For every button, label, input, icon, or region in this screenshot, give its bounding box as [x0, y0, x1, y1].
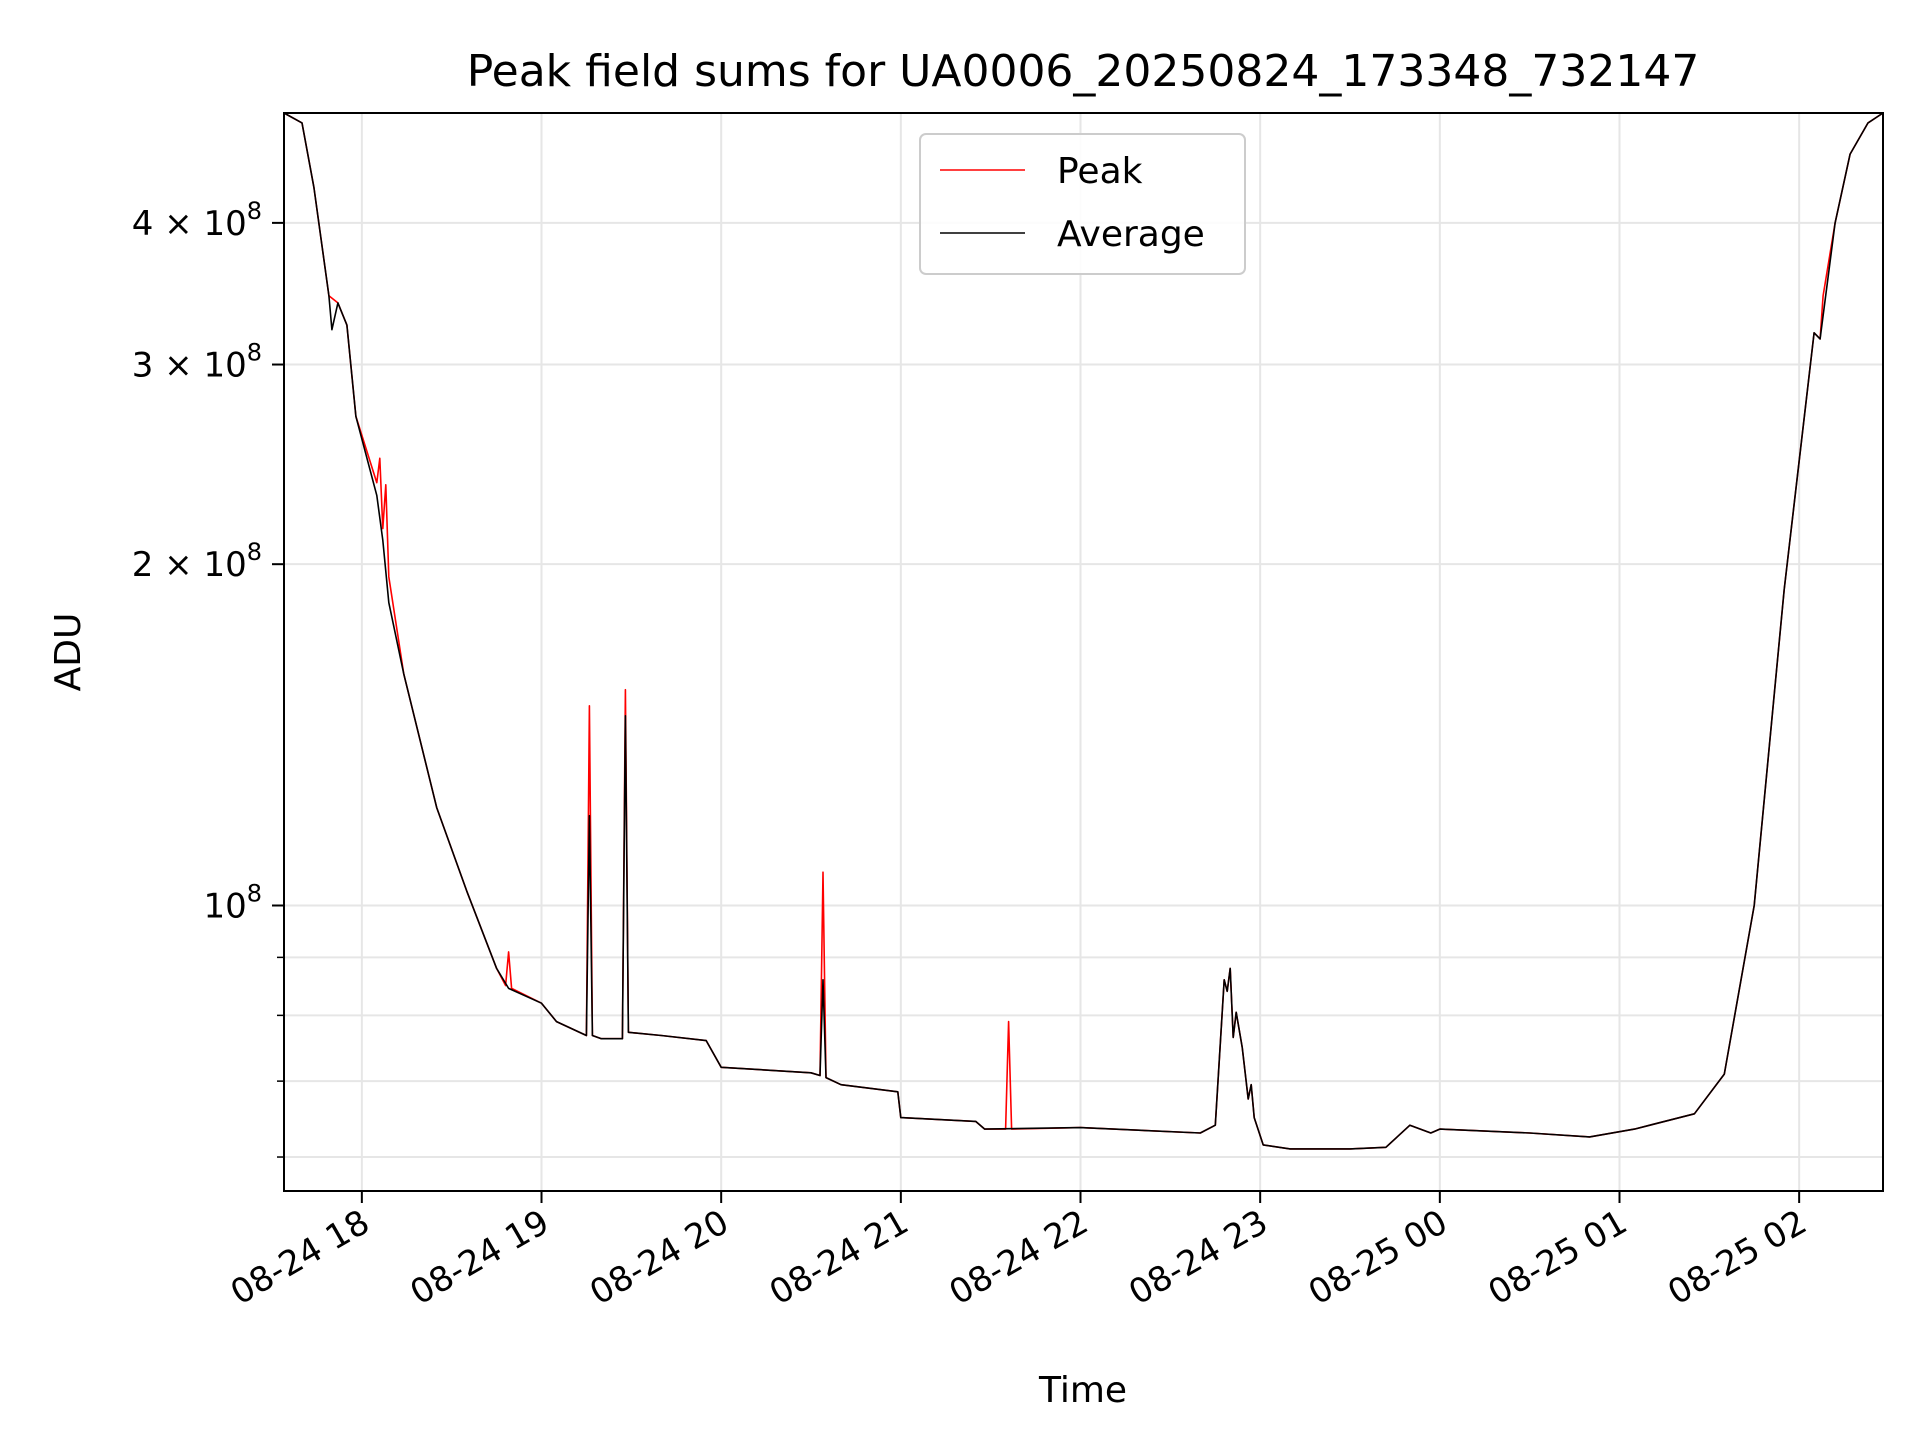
y-axis-ticks: 108 2 × 108 3 × 108 4 × 108	[132, 197, 284, 1158]
plot-frame	[283, 112, 1884, 1192]
legend: Peak Average	[919, 133, 1246, 275]
legend-box	[919, 133, 1246, 275]
x-tick-label: 08-24 21	[763, 1202, 915, 1313]
x-axis-ticks: 08-24 18 08-24 19 08-24 20 08-24 21 08-24 22…	[224, 1191, 1814, 1313]
series-line-average	[283, 112, 1884, 1150]
y-tick-label: 4 × 108	[132, 197, 262, 244]
plot-series	[283, 112, 1884, 1150]
x-axis-label: Time	[1038, 1370, 1127, 1411]
y-tick-label: 2 × 108	[132, 538, 262, 585]
y-axis-label: ADU	[48, 613, 89, 692]
x-tick-label: 08-25 02	[1661, 1202, 1813, 1313]
x-tick-label: 08-24 20	[583, 1202, 735, 1313]
x-tick-label: 08-25 00	[1302, 1202, 1454, 1313]
x-tick-label: 08-24 22	[943, 1202, 1095, 1313]
y-tick-label: 108	[203, 879, 262, 926]
chart-title: Peak field sums for UA0006_20250824_1733…	[467, 46, 1700, 97]
x-tick-label: 08-24 23	[1122, 1202, 1274, 1313]
x-tick-label: 08-24 18	[224, 1202, 376, 1313]
x-tick-label: 08-25 01	[1482, 1202, 1634, 1313]
legend-peak-label: Peak	[1057, 151, 1143, 192]
legend-average-label: Average	[1057, 214, 1205, 255]
y-tick-label: 3 × 108	[132, 339, 262, 386]
x-tick-label: 08-24 19	[404, 1202, 556, 1313]
